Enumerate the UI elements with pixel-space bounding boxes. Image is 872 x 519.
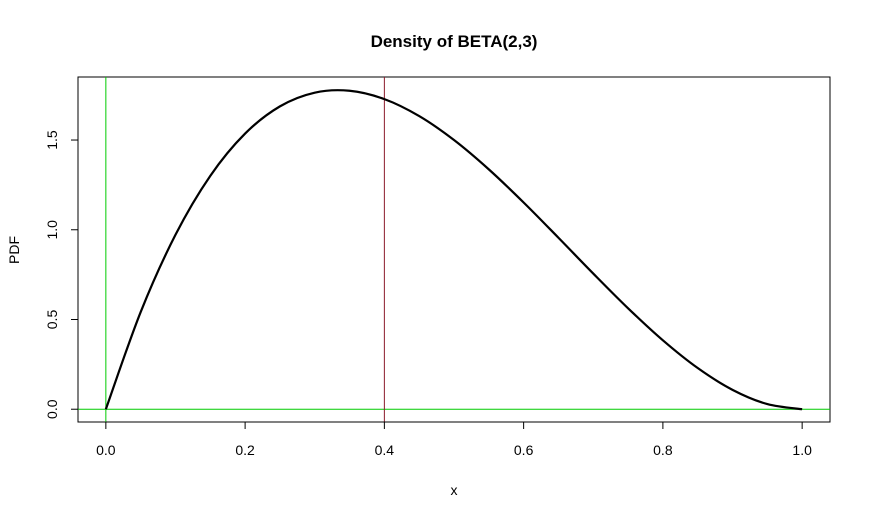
chart-title: Density of BETA(2,3)	[371, 32, 538, 51]
x-tick-label: 0.2	[235, 442, 255, 458]
x-axis-title: x	[451, 482, 458, 498]
y-tick-label: 0.0	[44, 399, 60, 419]
x-tick-label: 0.4	[375, 442, 395, 458]
y-tick-label: 1.5	[44, 130, 60, 150]
x-axis: 0.0 0.2 0.4 0.6 0.8 1.0	[96, 421, 812, 458]
x-tick-label: 0.0	[96, 442, 116, 458]
plot-frame	[77, 76, 831, 423]
series-line-0	[104, 89, 803, 411]
y-tick-label: 0.5	[44, 310, 60, 330]
y-tick-label: 1.0	[44, 220, 60, 240]
series-layer	[104, 89, 803, 411]
x-tick-label: 0.6	[514, 442, 534, 458]
x-tick-label: 1.0	[792, 442, 812, 458]
y-axis-title: PDF	[6, 236, 22, 264]
reference-lines	[78, 77, 830, 422]
x-tick-label: 0.8	[653, 442, 673, 458]
y-axis: 0.0 0.5 1.0 1.5	[44, 130, 79, 419]
